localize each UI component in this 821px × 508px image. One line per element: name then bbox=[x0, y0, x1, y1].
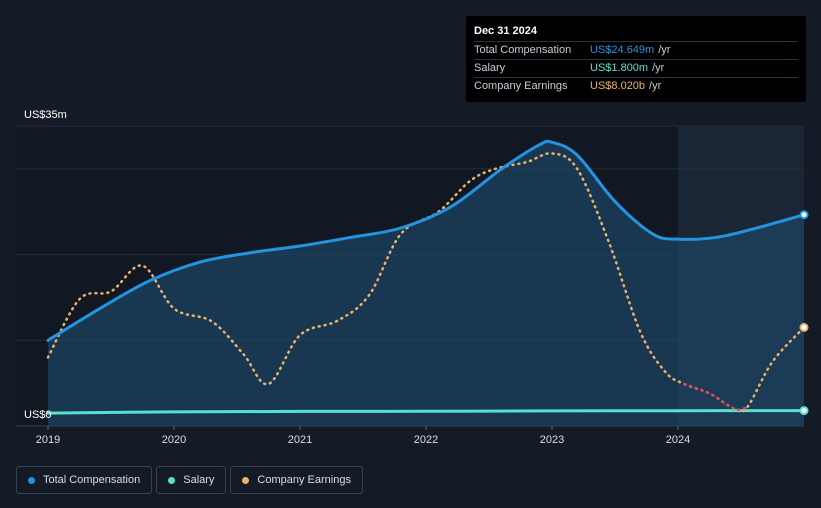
chart-left-band bbox=[16, 126, 48, 426]
legend-item-company-earnings[interactable]: Company Earnings bbox=[230, 466, 363, 494]
x-tick-label: 2023 bbox=[540, 434, 564, 446]
tooltip-unit: /yr bbox=[652, 62, 665, 74]
legend-label: Salary bbox=[183, 474, 215, 486]
legend-label: Company Earnings bbox=[257, 474, 351, 486]
tooltip-value: US$1.800m bbox=[590, 62, 649, 74]
y-axis-bottom-label: US$0 bbox=[24, 409, 52, 421]
tooltip-row-salary: Salary US$1.800m /yr bbox=[474, 59, 798, 77]
legend-item-salary[interactable]: Salary bbox=[156, 466, 227, 494]
legend: Total Compensation Salary Company Earnin… bbox=[16, 466, 363, 494]
legend-dot-icon bbox=[168, 476, 176, 484]
legend-dot-icon bbox=[242, 476, 250, 484]
company-earnings-line bbox=[46, 152, 806, 414]
tooltip-value: US$8.020b bbox=[590, 80, 646, 92]
tooltip-label: Total Compensation bbox=[474, 44, 572, 56]
company-earnings-end-point bbox=[799, 322, 809, 332]
tooltip-row-company-earnings: Company Earnings US$8.020b /yr bbox=[474, 77, 798, 95]
total-compensation-area bbox=[48, 141, 804, 426]
total-compensation-end-point bbox=[799, 210, 809, 220]
x-tick-label: 2019 bbox=[36, 434, 60, 446]
x-tick-label: 2022 bbox=[414, 434, 438, 446]
salary-end-point bbox=[799, 406, 809, 416]
salary-line bbox=[46, 409, 806, 415]
tooltip: Dec 31 2024 Total Compensation US$24.649… bbox=[466, 16, 806, 102]
tooltip-date: Dec 31 2024 bbox=[474, 25, 537, 37]
x-tick-label: 2021 bbox=[288, 434, 312, 446]
tooltip-label: Company Earnings bbox=[474, 80, 568, 92]
tooltip-unit: /yr bbox=[649, 80, 662, 92]
tooltip-value: US$24.649m bbox=[590, 44, 655, 56]
legend-dot-icon bbox=[28, 476, 35, 484]
tooltip-row-total-compensation: Total Compensation US$24.649m /yr bbox=[474, 41, 798, 59]
x-tick-label: 2024 bbox=[666, 434, 690, 446]
legend-item-total-compensation[interactable]: Total Compensation bbox=[16, 466, 153, 494]
company-earnings-negative-segment bbox=[683, 382, 749, 411]
legend-label: Total Compensation bbox=[43, 474, 141, 486]
total-compensation-line bbox=[46, 139, 806, 342]
tooltip-label: Salary bbox=[474, 62, 506, 74]
x-tick-label: 2020 bbox=[162, 434, 186, 446]
tooltip-unit: /yr bbox=[658, 44, 671, 56]
y-axis-top-label: US$35m bbox=[24, 109, 67, 121]
